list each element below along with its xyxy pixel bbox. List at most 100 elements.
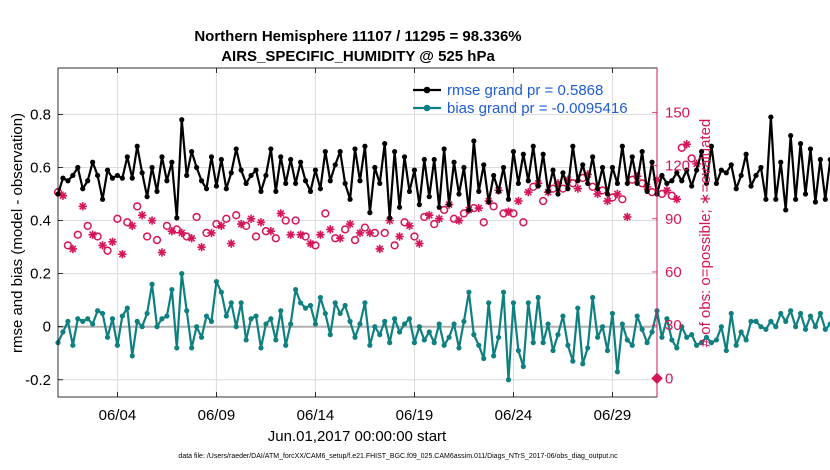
rmse-point [491, 172, 497, 179]
rmse-point [362, 143, 368, 149]
bias-point [822, 326, 828, 332]
rmse-point [580, 162, 586, 168]
bias-point [95, 308, 101, 314]
rmse-point [550, 167, 556, 173]
rmse-point [520, 151, 526, 157]
obs-evaluated-marker [504, 208, 513, 216]
rmse-point [327, 178, 333, 184]
rmse-point [525, 178, 531, 184]
rmse-point [65, 178, 71, 184]
rmse-point [768, 114, 774, 120]
rmse-point [357, 178, 363, 184]
rmse-point [396, 204, 403, 210]
obs-possible-marker [63, 241, 73, 250]
obs-possible-marker [152, 235, 162, 245]
obs-evaluated-marker [514, 197, 522, 205]
bias-point [520, 363, 526, 370]
rmse-point [783, 207, 789, 213]
bias-point [362, 300, 368, 306]
rmse-point [778, 159, 784, 165]
rmse-point [748, 183, 754, 189]
rmse-point [530, 143, 536, 149]
rmse-point [461, 164, 467, 171]
bias-line [57, 272, 830, 381]
bias-point [317, 294, 323, 301]
bias-point [451, 321, 457, 327]
bias-point [604, 347, 611, 354]
obs-evaluated-marker [59, 192, 67, 200]
rmse-point [367, 210, 373, 216]
rmse-point [753, 172, 759, 179]
y-right-tick-label: 30 [665, 317, 682, 334]
rmse-point [793, 196, 799, 202]
bias-point [258, 345, 264, 351]
obs-possible-marker [410, 232, 419, 241]
rmse-point [629, 154, 635, 160]
right-axis-label: # of obs: o=possible; ∗=evaluated [697, 119, 714, 348]
legend-rmse-marker [423, 86, 431, 94]
obs-evaluated-marker [613, 190, 621, 198]
bias-point [352, 334, 358, 340]
bias-point [179, 271, 185, 277]
x-tick-label: 06/14 [297, 407, 335, 424]
obs-possible-marker [291, 216, 300, 225]
legend-bias-marker [423, 104, 431, 112]
rmse-point [70, 172, 76, 179]
bias-point [288, 321, 294, 327]
rmse-point [208, 154, 215, 160]
rmse-point [708, 143, 715, 149]
obs-evaluated-marker [366, 229, 374, 237]
obs-possible-marker [281, 216, 290, 225]
obs-evaluated-marker [69, 245, 77, 253]
obs-possible-marker [618, 195, 627, 204]
obs-evaluated-marker [207, 229, 216, 237]
obs-possible-marker [271, 234, 280, 243]
rmse-point [347, 196, 353, 202]
bias-point [223, 313, 229, 319]
bias-point [347, 318, 353, 324]
rmse-point [406, 188, 413, 194]
bias-point [748, 318, 754, 324]
bias-point [203, 313, 210, 319]
rmse-point [698, 148, 705, 155]
obs-evaluated-marker [267, 227, 275, 235]
bias-point [802, 326, 809, 332]
bias-point [456, 345, 462, 351]
rmse-point [619, 143, 625, 149]
bias-point [332, 300, 338, 306]
rmse-point [476, 188, 482, 194]
obs-possible-marker [479, 218, 488, 227]
rmse-point [228, 170, 234, 176]
bias-point [649, 329, 655, 335]
bias-point [387, 340, 393, 346]
rmse-point [332, 162, 338, 168]
obs-possible-marker [162, 221, 172, 230]
obs-possible-marker [390, 241, 399, 250]
bias-point [149, 281, 155, 287]
rmse-point [495, 188, 502, 194]
rmse-point [827, 156, 830, 163]
rmse-point [763, 196, 769, 202]
rmse-point [169, 159, 175, 165]
bias-point [253, 313, 259, 319]
bias-point [797, 310, 804, 317]
bias-point [634, 313, 640, 319]
bias-point [416, 324, 422, 330]
bias-point [436, 321, 442, 327]
obs-possible-marker [538, 196, 548, 206]
obs-possible-marker [687, 154, 696, 163]
rmse-point [80, 186, 86, 192]
rmse-point [258, 188, 264, 194]
rmse-point [288, 156, 294, 163]
rmse-point [114, 172, 121, 179]
bias-point [768, 318, 774, 324]
bias-point [342, 302, 348, 309]
bias-point [659, 334, 665, 340]
chart-title: Northern Hemisphere 11107 / 11295 = 98.3… [194, 28, 521, 45]
rmse-point [60, 175, 66, 181]
bias-point [773, 324, 779, 330]
rmse-point [659, 172, 665, 179]
y-right-tick-label: 90 [665, 211, 682, 228]
bias-point [590, 294, 596, 301]
obs-evaluated-marker [415, 240, 423, 248]
